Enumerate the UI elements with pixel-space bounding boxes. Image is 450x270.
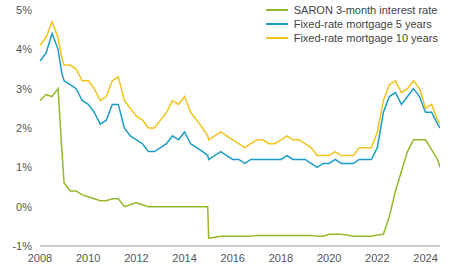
svg-text:2010: 2010 <box>76 252 100 264</box>
svg-text:2%: 2% <box>16 122 32 134</box>
html-text:Fixed-rate mortgage 10 years: Fixed-rate mortgage 10 years <box>293 32 438 44</box>
svg-text:5%: 5% <box>16 4 32 16</box>
html-text:SARON 3-month interest rate: SARON 3-month interest rate <box>293 4 438 16</box>
svg-text:-1%: -1% <box>12 240 32 252</box>
svg-text:2020: 2020 <box>317 252 341 264</box>
html-text:Fixed-rate mortgage 5 years: Fixed-rate mortgage 5 years <box>293 18 432 30</box>
svg-text:2012: 2012 <box>124 252 148 264</box>
svg-text:4%: 4% <box>16 43 32 55</box>
svg-text:0%: 0% <box>16 201 32 213</box>
svg-text:2016: 2016 <box>221 252 245 264</box>
svg-text:2008: 2008 <box>28 252 52 264</box>
svg-text:2018: 2018 <box>269 252 293 264</box>
svg-text:2024: 2024 <box>413 252 437 264</box>
svg-text:2022: 2022 <box>365 252 389 264</box>
svg-text:1%: 1% <box>16 161 32 173</box>
svg-text:3%: 3% <box>16 83 32 95</box>
svg-text:2014: 2014 <box>172 252 196 264</box>
